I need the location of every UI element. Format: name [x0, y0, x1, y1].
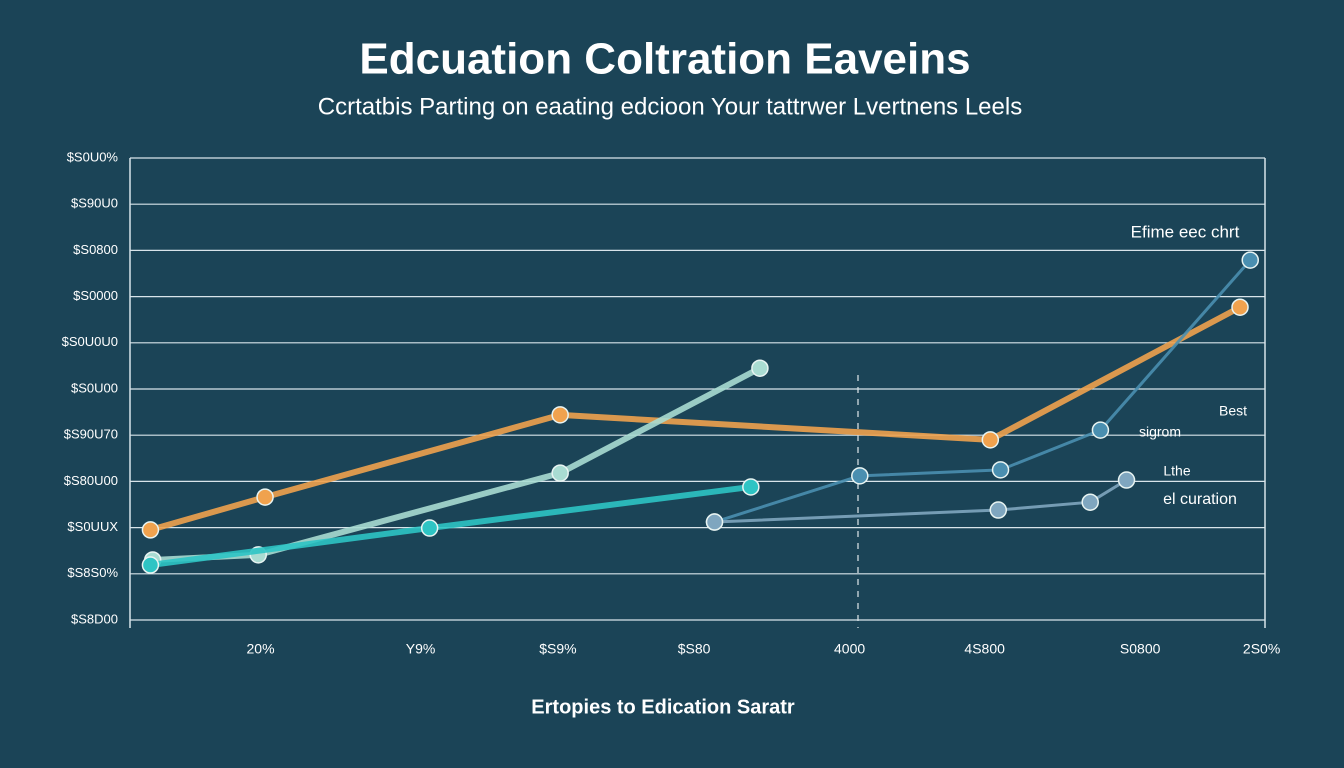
y-tick-label: $S90U0: [71, 196, 118, 211]
annotation: Best: [1219, 403, 1247, 419]
data-point: [1117, 471, 1136, 489]
annotation: el curation: [1163, 491, 1237, 508]
data-point: [851, 467, 869, 485]
x-tick-label: 4000: [834, 641, 865, 657]
data-point: [1091, 421, 1110, 439]
data-point: [1231, 298, 1249, 316]
data-line: [713, 478, 1129, 524]
data-point: [981, 431, 1000, 449]
y-tick-label: $S90U70: [64, 427, 118, 442]
data-point: [989, 501, 1008, 519]
data-point: [1241, 251, 1259, 269]
x-tick-label: 2S0%: [1243, 641, 1280, 657]
y-tick-label: $S0000: [73, 288, 118, 303]
chart-subtitle: Ccrtatbis Parting on eaating edcioon You…: [318, 93, 1022, 120]
y-tick-label: $S0UUX: [67, 519, 118, 534]
annotation: Lthe: [1163, 463, 1190, 479]
y-tick-label: $S0U00: [71, 380, 118, 395]
x-tick-label: $S80: [678, 641, 711, 657]
x-tick-label: S0800: [1120, 641, 1161, 657]
y-tick-label: $S0U0%: [67, 149, 119, 164]
annotation: Efime eec chrt: [1131, 222, 1240, 241]
y-tick-label: $S80U00: [64, 473, 118, 488]
y-tick-label: $S8D00: [71, 611, 118, 626]
chart-title: Edcuation Coltration Eaveins: [359, 35, 970, 84]
x-axis-label: Ertopies to Edication Saratr: [531, 696, 795, 718]
data-point: [742, 478, 760, 496]
x-tick-label: 4S800: [964, 641, 1005, 657]
annotation: sigrom: [1139, 424, 1181, 440]
x-tick-label: Y9%: [406, 641, 436, 657]
data-point: [705, 513, 724, 531]
y-tick-label: $S0U0U0: [62, 334, 118, 349]
data-point: [551, 464, 569, 482]
data-point: [751, 359, 769, 377]
data-point: [256, 488, 274, 506]
data-point: [141, 521, 160, 539]
x-tick-label: $S9%: [539, 641, 576, 657]
x-tick-label: 20%: [247, 641, 275, 657]
data-point: [1081, 493, 1099, 511]
data-point: [991, 461, 1010, 479]
y-tick-label: $S8S0%: [67, 565, 118, 580]
y-tick-label: $S0800: [73, 242, 118, 257]
data-point: [551, 406, 569, 424]
data-point: [141, 556, 160, 574]
data-point: [420, 519, 439, 537]
